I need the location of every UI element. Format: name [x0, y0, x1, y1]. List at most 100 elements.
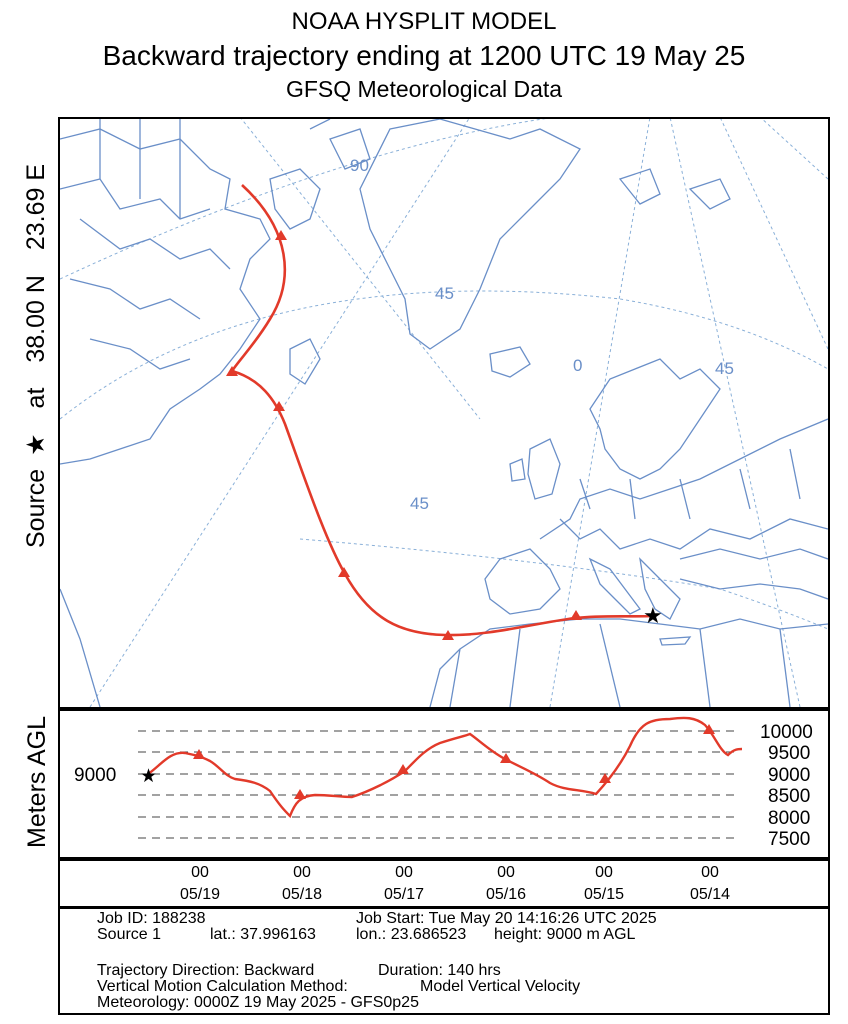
grid-labels: 90 45 0 45 45	[350, 156, 734, 513]
profile-start-star-icon: ★	[140, 765, 157, 787]
north-africa-coast	[429, 618, 828, 707]
time-date-3: 05/17	[384, 886, 424, 903]
grid-meridian-e45	[720, 119, 828, 350]
vertical-method-value: Model Vertical Velocity	[420, 978, 581, 995]
time-labels: 00 05/19 00 05/18 00 05/17 00 05/16 00 0…	[180, 864, 730, 903]
profile-axis-label: Meters AGL	[23, 716, 51, 848]
grid-label-90: 90	[350, 156, 369, 175]
iceland	[489, 346, 531, 378]
met-data-title: GFSQ Meteorological Data	[285, 76, 563, 102]
tick-9500: 9500	[768, 743, 810, 764]
greenland	[359, 119, 581, 350]
country-borders	[579, 448, 801, 520]
newfoundland	[289, 338, 321, 385]
time-date-4: 05/16	[486, 886, 526, 903]
time-axis: 00 05/19 00 05/18 00 05/17 00 05/16 00 0…	[58, 859, 830, 908]
central-europe-borders	[559, 518, 828, 550]
us-state-lines-3	[89, 338, 191, 370]
trajectory-marker-3	[273, 401, 285, 411]
time-hour-5: 00	[595, 864, 613, 881]
italy	[588, 557, 641, 615]
tick-9000: 9000	[768, 765, 810, 786]
profile-gridlines	[138, 730, 738, 839]
north-america-coast	[60, 128, 271, 465]
profile-markers	[193, 724, 715, 799]
job-info-box	[58, 907, 830, 1015]
profile-marker-5	[599, 773, 611, 783]
tick-7500: 7500	[768, 829, 810, 850]
labrador-coast	[269, 168, 321, 230]
vertical-method-label: Vertical Motion Calculation Method:	[97, 978, 348, 995]
map-grid	[60, 119, 828, 707]
time-hour-3: 00	[395, 864, 413, 881]
grid-meridian-e60	[761, 119, 828, 180]
model-title: NOAA HYSPLIT MODEL	[291, 8, 557, 35]
tick-8000: 8000	[768, 808, 810, 829]
us-state-lines-2	[69, 278, 201, 320]
at-word: at	[22, 387, 50, 409]
source-lat-info: lat.: 37.996163	[210, 926, 316, 943]
trajectory-path	[229, 184, 654, 637]
time-date-5: 05/15	[584, 886, 624, 903]
height-profile-line	[147, 716, 743, 819]
canada-province-lines	[99, 119, 181, 219]
scandinavia	[589, 358, 721, 480]
iberia	[484, 548, 561, 615]
source-star-icon-map: ★	[643, 604, 663, 629]
profile-right-ticks: 10000 9500 9000 8500 8000 7500 9000	[74, 722, 813, 850]
grid-meridian-0	[549, 119, 651, 707]
grid-label-45-north: 45	[435, 284, 454, 303]
us-state-lines	[79, 218, 231, 270]
start-height-label: 9000	[74, 765, 116, 786]
job-id: Job ID: 188238	[97, 910, 206, 927]
source-star-icon: ★	[22, 433, 50, 456]
time-hour-2: 00	[293, 864, 311, 881]
trajectory-marker-6	[570, 610, 582, 620]
trajectory-markers	[226, 230, 582, 640]
trajectory-direction: Trajectory Direction: Backward	[97, 962, 315, 979]
turkey-coast	[679, 578, 828, 600]
source-height-info: height: 9000 m AGL	[494, 926, 636, 943]
time-date-6: 05/14	[690, 886, 730, 903]
grid-lat-45-south	[299, 538, 828, 630]
grid-lat-60	[60, 119, 547, 280]
time-hour-6: 00	[701, 864, 719, 881]
source-id: Source 1	[97, 926, 162, 943]
profile-marker-1	[193, 749, 205, 759]
trajectory-marker-2	[226, 366, 238, 376]
trajectory-marker-5	[442, 630, 454, 640]
coastlines	[60, 119, 828, 707]
grid-label-45-lat: 45	[410, 494, 429, 513]
vertical-profile: 10000 9500 9000 8500 8000 7500 9000 ★	[58, 709, 830, 859]
time-hour-1: 00	[191, 864, 209, 881]
source-location-label: Source ★ at 38.00 N 23.69 E	[21, 164, 51, 548]
balkans	[639, 557, 681, 620]
source-lat: 38.00 N	[22, 275, 50, 363]
grid-label-45-east: 45	[715, 359, 734, 378]
trajectory-map: 90 45 0 45 45 ★	[58, 117, 830, 709]
meteorology-info: Meteorology: 0000Z 19 May 2025 - GFS0p25	[97, 994, 419, 1011]
duration: Duration: 140 hrs	[378, 962, 501, 979]
source-lon-info: lon.: 23.686523	[356, 926, 467, 943]
time-date-1: 05/19	[180, 886, 220, 903]
british-isles	[509, 438, 561, 500]
job-start: Job Start: Tue May 20 14:16:26 UTC 2025	[356, 910, 657, 927]
us-border-lines	[60, 178, 211, 220]
grid-label-0: 0	[573, 356, 582, 375]
profile-marker-6	[703, 724, 715, 734]
trajectory-marker-1	[275, 230, 287, 240]
black-sea-coast	[679, 548, 828, 560]
grid-lat-45-arc	[60, 290, 828, 420]
crete	[659, 636, 692, 646]
grid-meridian-w90	[240, 119, 481, 420]
trajectory-title: Backward trajectory ending at 1200 UTC 1…	[102, 40, 746, 71]
profile-marker-2	[294, 789, 306, 799]
profile-marker-4	[500, 753, 512, 763]
time-date-2: 05/18	[282, 886, 322, 903]
svalbard	[618, 168, 731, 210]
profile-marker-3	[397, 764, 409, 774]
grid-meridian-e15	[669, 119, 801, 707]
africa-borders	[449, 623, 791, 707]
arctic-islands	[309, 119, 371, 170]
source-lon: 23.69 E	[22, 163, 50, 251]
